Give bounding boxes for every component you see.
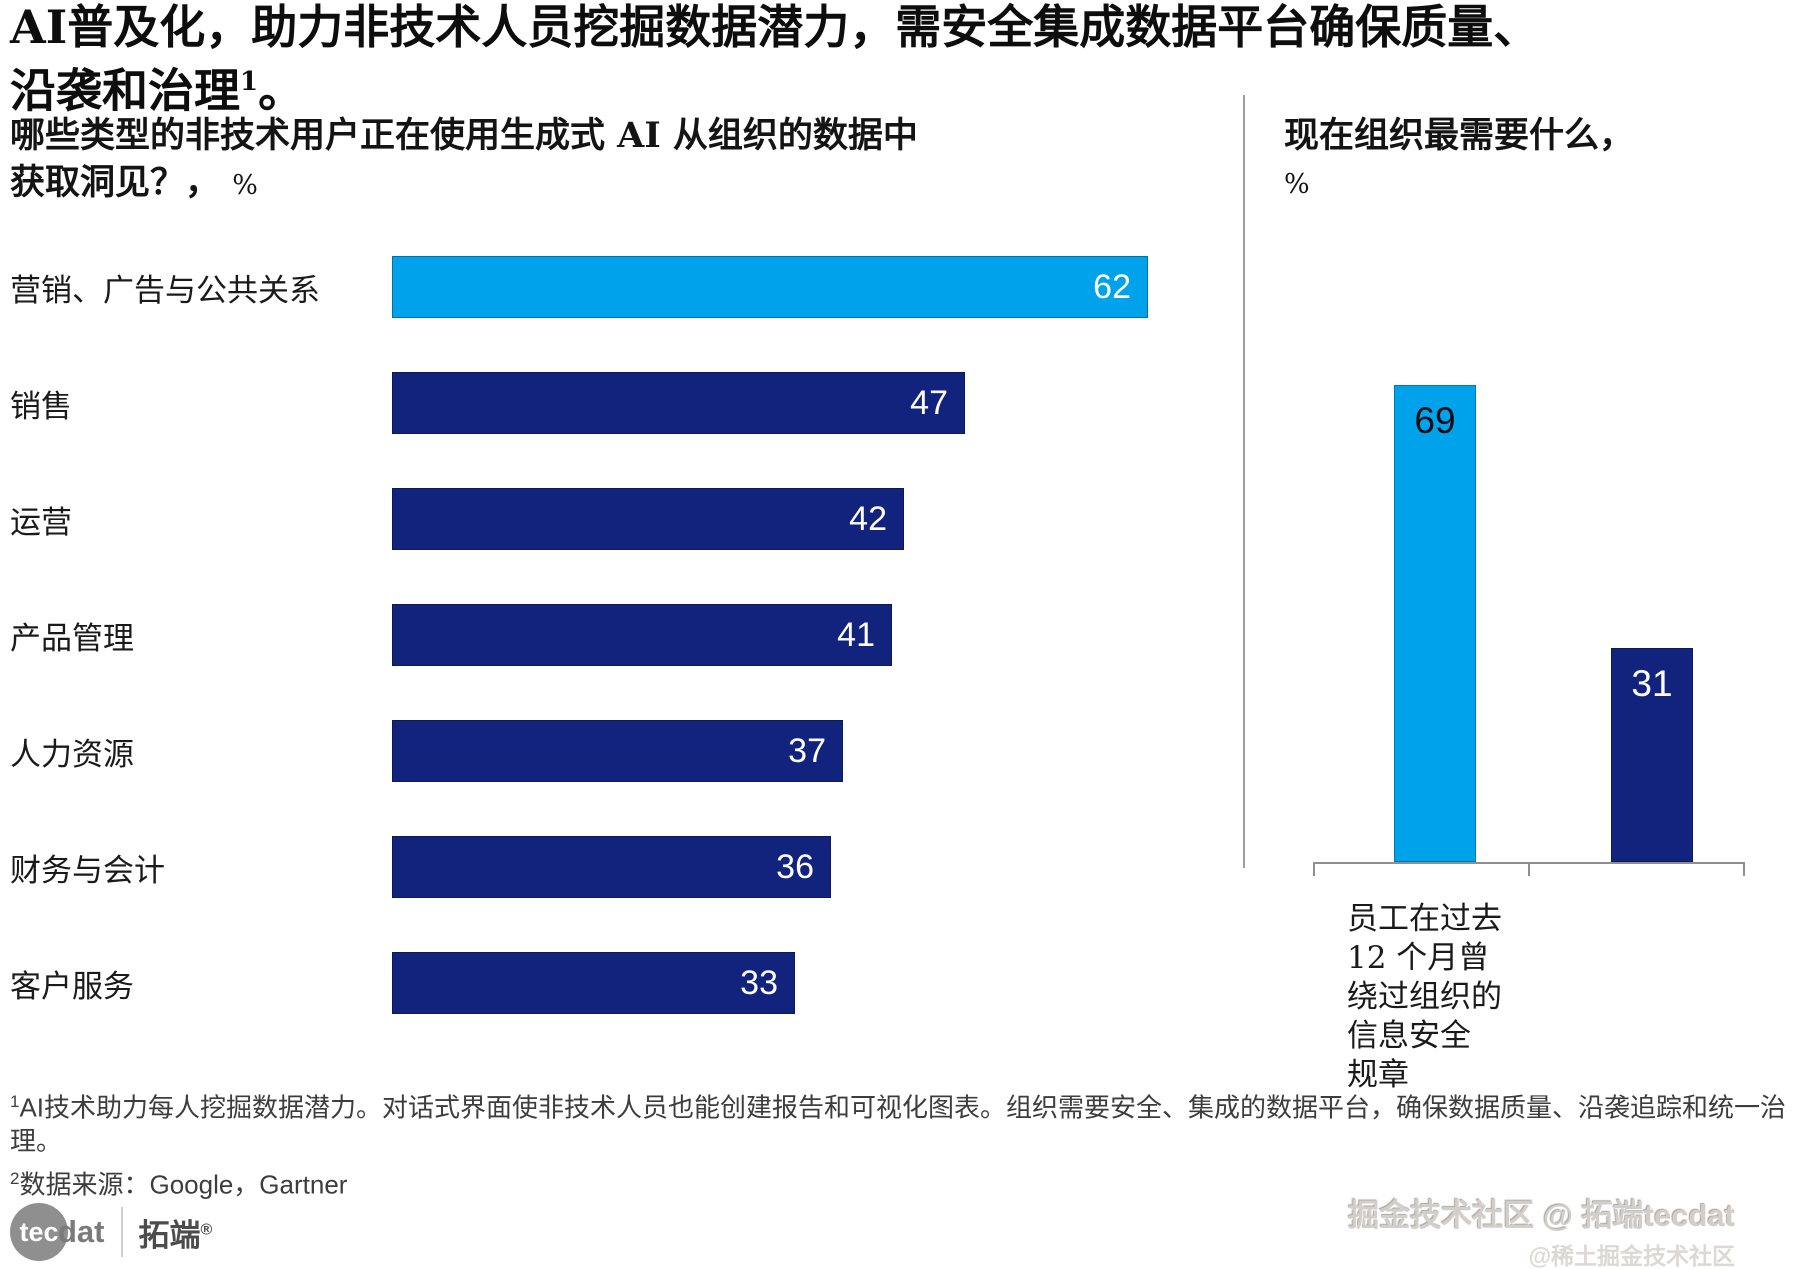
watermark-line2: @稀土掘金技术社区 [1528,1243,1735,1269]
left-chart-row: 销售 47 [10,345,1235,461]
footnotes: 1AI技术助力每人挖掘数据潜力。对话式界面使非技术人员也能创建报告和可视化图表。… [10,1085,1802,1201]
title-suffix: 。 [258,63,305,118]
registered-mark: ® [200,1221,213,1239]
footnote-2: 2数据来源：Google，Gartner [10,1162,1802,1202]
title-footnote-ref: 1 [240,67,259,97]
right-chart-question: 现在组织最需要什么， % [1284,112,1784,208]
horizontal-bar: 62 [392,256,1148,318]
tecdat-logo-circle: tec [10,1203,68,1261]
section-divider-line [1243,95,1245,868]
bar-value-label: 42 [849,499,887,538]
vertical-bar: 31 [1611,648,1693,862]
tecdat-logo-tec: tec [19,1216,59,1247]
footnote-1: 1AI技术助力每人挖掘数据潜力。对话式界面使非技术人员也能创建报告和可视化图表。… [10,1085,1802,1158]
right-chart-x-axis [1313,862,1745,876]
tecdat-logo-dat: dat [58,1214,105,1249]
left-chart-row: 客户服务 33 [10,925,1235,1041]
left-chart-rows: 营销、广告与公共关系 62 销售 47 运营 42 产品管理 41 人力资源 37 财务与会计 36 客… [10,229,1235,1041]
footnote-1-text: AI技术助力每人挖掘数据潜力。对话式界面使非技术人员也能创建报告和可视化图表。组… [10,1092,1787,1156]
footnote-2-ref: 2 [10,1168,20,1188]
left-chart-category-label: 客户服务 [10,968,134,1005]
footnote-2-text: 数据来源：Google，Gartner [19,1169,348,1200]
right-chart-category-label: 员工在过去 12 个月曾 绕过组织的 信息安全 规章 [1347,901,1502,1093]
page-title-line2: 沿袭和治理 [10,63,240,118]
watermark-line1: 掘金技术社区 @ 拓端tecdat [1348,1198,1735,1233]
horizontal-bar: 37 [392,720,843,782]
tecdat-logo-cn-text: 拓端 [138,1217,201,1253]
right-question-text: 现在组织最需要什么， [1284,115,1635,156]
bar-value-label: 62 [1093,267,1131,306]
tecdat-logo: tec dat 拓端® [10,1202,212,1262]
left-chart-category-label: 营销、广告与公共关系 [10,272,320,309]
left-question-line2: 获取洞见？， [10,162,221,203]
horizontal-bar: 33 [392,952,795,1014]
right-bar-chart-plot: 69 31 [1313,385,1745,862]
left-chart-row: 营销、广告与公共关系 62 [10,229,1235,345]
left-chart-question: 哪些类型的非技术用户正在使用生成式 AI 从组织的数据中 获取洞见？， % [10,112,1020,209]
page-title: AI普及化，助力非技术人员挖掘数据潜力，需安全集成数据平台确保质量、 沿袭和治理1… [10,0,1802,118]
left-question-line1: 哪些类型的非技术用户正在使用生成式 AI 从组织的数据中 [10,115,918,156]
bar-value-label: 33 [740,963,778,1002]
bar-value-label: 69 [1414,400,1456,441]
footnote-1-ref: 1 [10,1092,20,1111]
left-chart-row: 运营 42 [10,461,1235,577]
horizontal-bar: 36 [392,836,831,898]
right-chart-unit: % [1284,169,1310,200]
axis-tick-right [1743,862,1745,876]
horizontal-bar: 42 [392,488,904,550]
bar-value-label: 41 [837,615,875,654]
left-chart-row: 财务与会计 36 [10,809,1235,925]
left-bar-chart: 营销、广告与公共关系 62 销售 47 运营 42 产品管理 41 人力资源 37 财务与会计 36 客… [10,229,1235,1041]
bar-value-label: 47 [910,383,948,422]
left-chart-category-label: 产品管理 [10,620,134,657]
watermark: 掘金技术社区 @ 拓端tecdat @稀土掘金技术社区 [1348,1190,1735,1269]
left-chart-category-label: 运营 [10,504,72,541]
tecdat-logo-cn: 拓端® [139,1210,213,1255]
bar-value-label: 36 [776,847,814,886]
page-title-line1: AI普及化，助力非技术人员挖掘数据潜力，需安全集成数据平台确保质量、 [10,0,1540,54]
left-chart-row: 产品管理 41 [10,577,1235,693]
horizontal-bar: 41 [392,604,892,666]
left-chart-unit: % [232,170,258,201]
logo-separator [120,1207,123,1257]
axis-tick-left [1313,862,1315,876]
left-chart-category-label: 财务与会计 [10,852,165,889]
bar-value-label: 37 [788,731,826,770]
bar-value-label: 31 [1631,663,1673,704]
axis-tick-middle [1528,862,1530,876]
vertical-bar: 69 [1394,385,1476,862]
horizontal-bar: 47 [392,372,965,434]
left-chart-category-label: 销售 [10,388,72,425]
left-chart-category-label: 人力资源 [10,736,134,773]
left-chart-row: 人力资源 37 [10,693,1235,809]
